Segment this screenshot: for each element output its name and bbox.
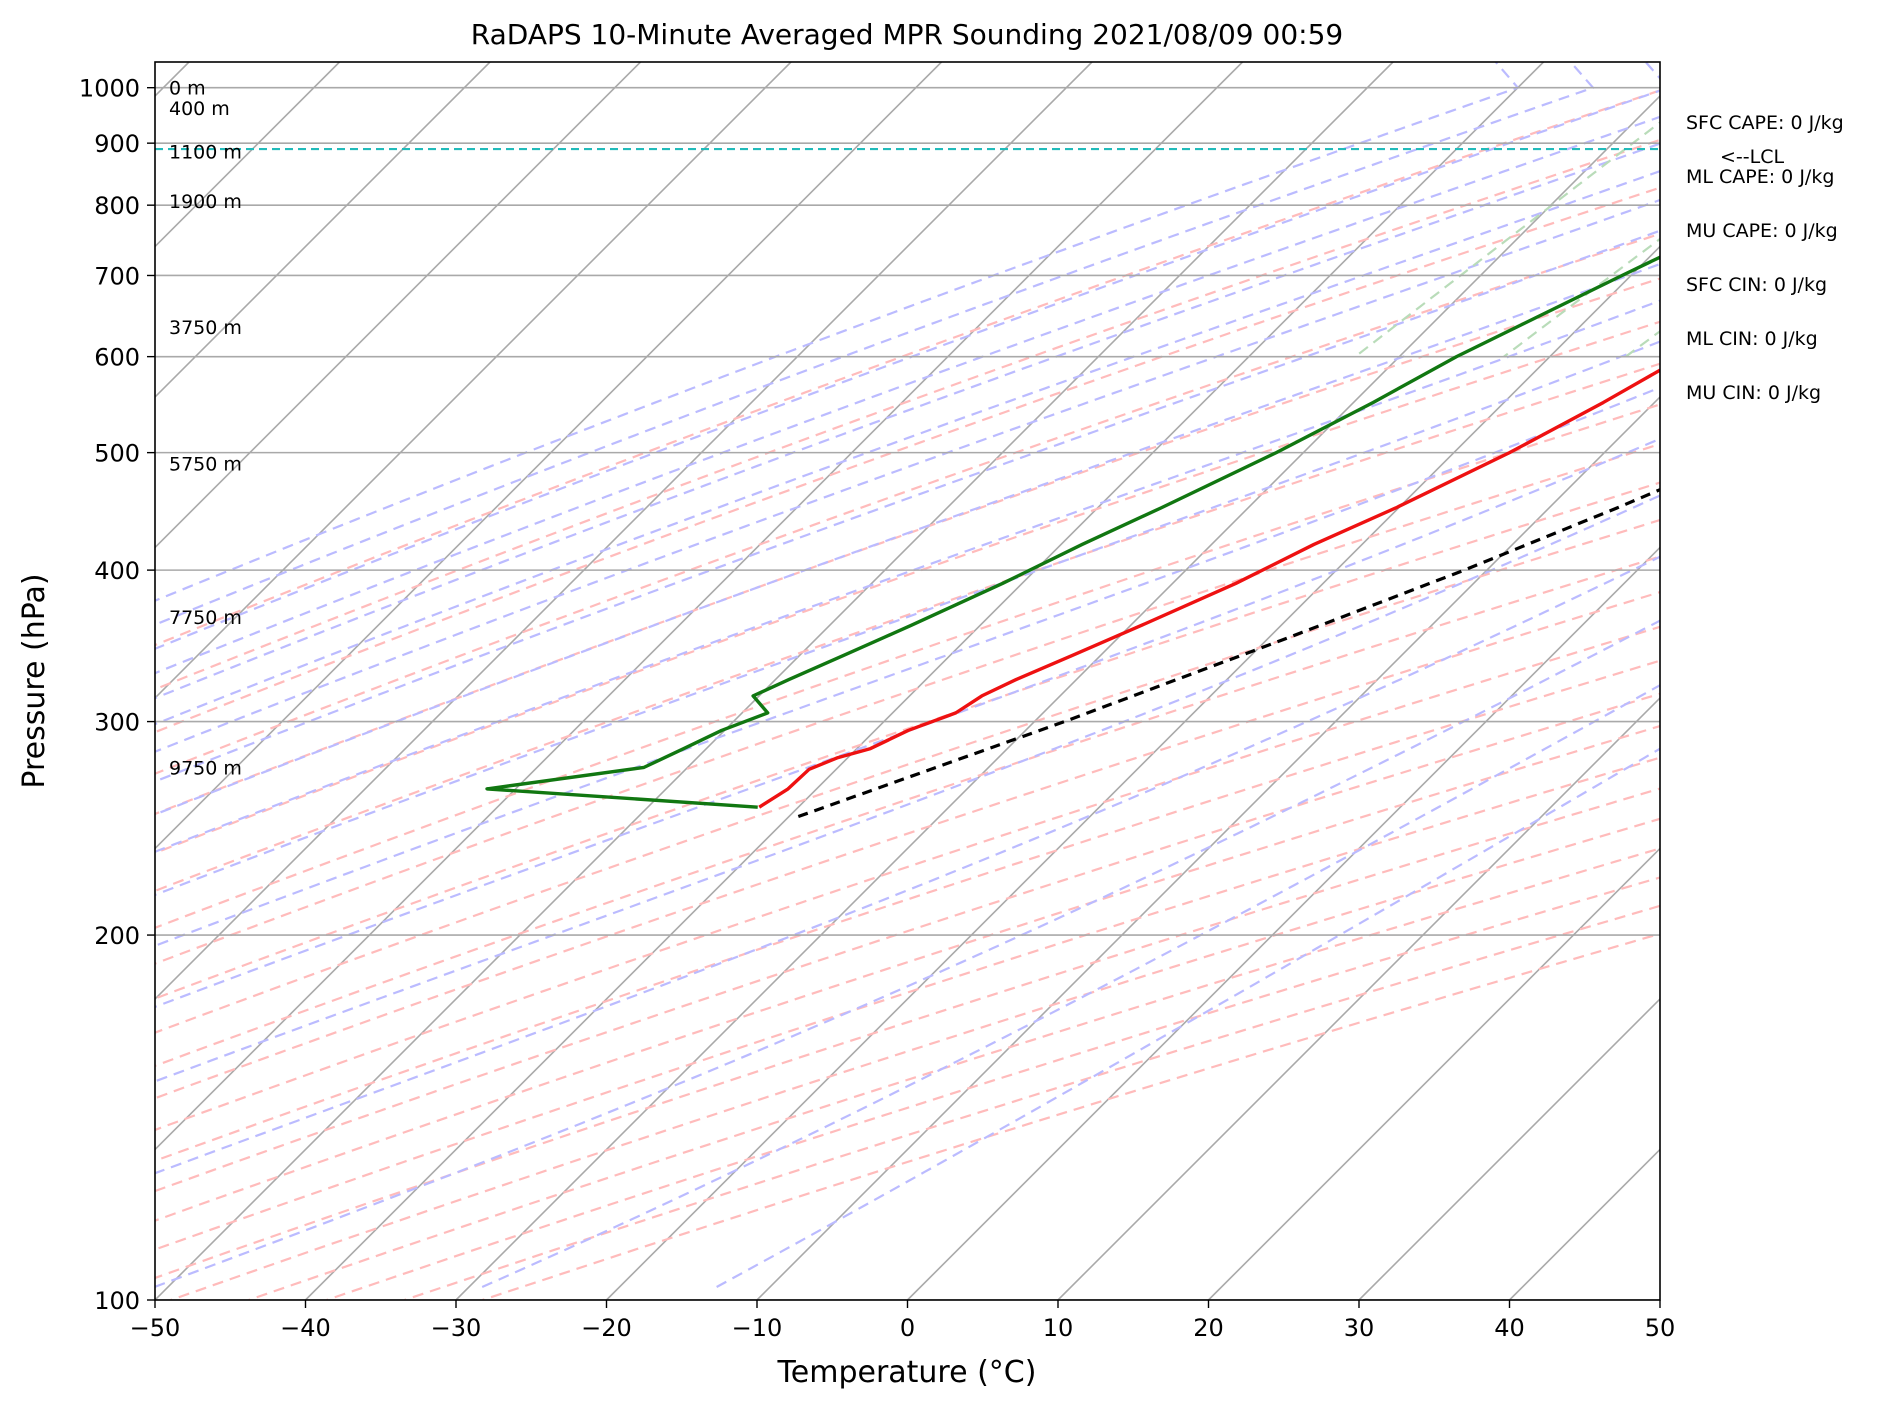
y-tick-label: 500 — [94, 440, 140, 468]
x-tick-label: 50 — [1645, 1314, 1676, 1342]
lcl-label: <--LCL — [1720, 146, 1784, 168]
y-axis-label: Pressure (hPa) — [17, 573, 52, 788]
x-tick-label: −30 — [431, 1314, 482, 1342]
height-label: 3750 m — [169, 317, 242, 339]
height-label: 1900 m — [169, 191, 242, 213]
y-tick-label: 900 — [94, 130, 140, 158]
stability-index-text: MU CAPE: 0 J/kg — [1686, 220, 1838, 242]
stability-index-text: SFC CAPE: 0 J/kg — [1686, 112, 1844, 134]
y-tick-label: 600 — [94, 344, 140, 372]
y-tick-label: 700 — [94, 262, 140, 290]
y-tick-label: 400 — [94, 557, 140, 585]
x-tick-label: −50 — [130, 1314, 181, 1342]
height-label: 9750 m — [169, 757, 242, 779]
x-tick-label: 10 — [1043, 1314, 1074, 1342]
height-label: 5750 m — [169, 453, 242, 475]
y-tick-label: 1000 — [79, 75, 140, 103]
y-tick-label: 100 — [94, 1287, 140, 1315]
x-tick-label: −40 — [280, 1314, 331, 1342]
height-label: 1100 m — [169, 141, 242, 163]
chart-title: RaDAPS 10-Minute Averaged MPR Sounding 2… — [471, 18, 1343, 51]
height-label: 0 m — [169, 78, 206, 100]
stability-index-text: SFC CIN: 0 J/kg — [1686, 274, 1827, 296]
x-tick-label: 40 — [1494, 1314, 1525, 1342]
x-axis-label: Temperature (°C) — [777, 1355, 1037, 1390]
x-tick-label: 30 — [1344, 1314, 1375, 1342]
x-tick-label: 20 — [1193, 1314, 1224, 1342]
stability-index-text: ML CIN: 0 J/kg — [1686, 328, 1818, 350]
y-tick-label: 300 — [94, 709, 140, 737]
x-tick-label: −10 — [732, 1314, 783, 1342]
x-tick-label: 0 — [900, 1314, 915, 1342]
height-label: 7750 m — [169, 607, 242, 629]
stability-index-text: ML CAPE: 0 J/kg — [1686, 166, 1834, 188]
height-label: 400 m — [169, 98, 230, 120]
stability-index-text: MU CIN: 0 J/kg — [1686, 382, 1821, 404]
x-tick-label: −20 — [581, 1314, 632, 1342]
y-tick-label: 800 — [94, 192, 140, 220]
y-tick-label: 200 — [94, 922, 140, 950]
